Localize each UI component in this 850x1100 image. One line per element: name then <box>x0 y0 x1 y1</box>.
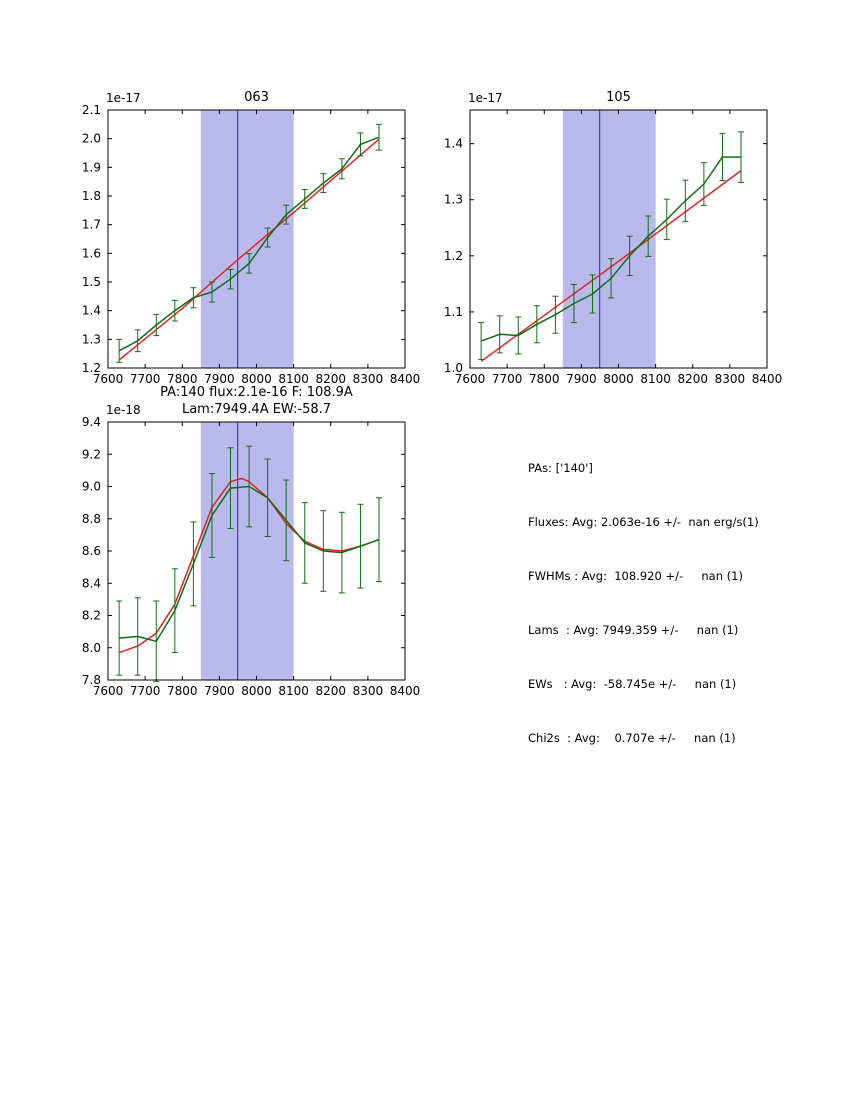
svg-text:7600: 7600 <box>455 372 486 386</box>
svg-text:8400: 8400 <box>390 684 421 698</box>
tick-labels: 7600 7700 7800 7900 8000 8100 8200 8300 8400 7.8 8… <box>82 415 420 698</box>
svg-text:8.8: 8.8 <box>82 512 101 526</box>
spectrum-line <box>119 485 380 643</box>
axis-ticks <box>469 110 768 369</box>
svg-text:1.4: 1.4 <box>82 304 101 318</box>
svg-text:7800: 7800 <box>529 372 560 386</box>
spectrum-line <box>118 136 380 352</box>
svg-text:8000: 8000 <box>241 684 272 698</box>
svg-text:1.4: 1.4 <box>444 137 463 151</box>
svg-text:1.9: 1.9 <box>82 160 101 174</box>
fit-line <box>480 169 742 362</box>
svg-text:9.2: 9.2 <box>82 447 101 461</box>
svg-text:7900: 7900 <box>566 372 597 386</box>
svg-text:8.6: 8.6 <box>82 544 101 558</box>
stats-line-pas: PAs: ['140'] <box>528 461 593 475</box>
svg-text:1.3: 1.3 <box>444 193 463 207</box>
axis-offset-label: 1e-17 <box>106 91 141 105</box>
svg-text:7700: 7700 <box>130 372 161 386</box>
svg-text:8100: 8100 <box>278 684 309 698</box>
svg-text:8300: 8300 <box>715 372 746 386</box>
highlight-band <box>200 422 294 680</box>
axis-offset-label: 1e-17 <box>468 91 503 105</box>
highlight-band <box>562 110 656 368</box>
svg-text:8200: 8200 <box>315 372 346 386</box>
svg-text:8200: 8200 <box>677 372 708 386</box>
plot-105-chart: 7600 7700 7800 7900 8000 8100 8200 8300 8400 1.0 1… <box>444 90 782 386</box>
svg-text:1.2: 1.2 <box>82 361 101 375</box>
svg-text:7600: 7600 <box>93 684 124 698</box>
svg-text:1.6: 1.6 <box>82 246 101 260</box>
svg-text:2.1: 2.1 <box>82 103 101 117</box>
svg-text:2.0: 2.0 <box>82 132 101 146</box>
svg-text:8100: 8100 <box>278 372 309 386</box>
svg-text:8.4: 8.4 <box>82 576 101 590</box>
highlight-band <box>200 110 294 368</box>
tick-labels: 7600 7700 7800 7900 8000 8100 8200 8300 8400 1.0 1… <box>444 137 782 386</box>
svg-text:7900: 7900 <box>204 684 235 698</box>
svg-text:7700: 7700 <box>492 372 523 386</box>
svg-text:1.5: 1.5 <box>82 275 101 289</box>
plot-063-chart: 7600 7700 7800 7900 8000 8100 8200 8300 8400 1.2 1… <box>82 90 420 386</box>
fit-line <box>118 477 380 654</box>
stats-line-chi2s: Chi2s : Avg: 0.707e +/- nan (1) <box>528 731 736 745</box>
svg-text:9.0: 9.0 <box>82 480 101 494</box>
svg-text:8100: 8100 <box>640 372 671 386</box>
svg-text:1.2: 1.2 <box>444 249 463 263</box>
stats-line-fluxes: Fluxes: Avg: 2.063e-16 +/- nan erg/s(1) <box>528 515 759 529</box>
svg-text:8400: 8400 <box>752 372 783 386</box>
stats-line-fwhms: FWHMs : Avg: 108.920 +/- nan (1) <box>528 569 743 583</box>
svg-text:1.0: 1.0 <box>444 361 463 375</box>
svg-text:7800: 7800 <box>167 684 198 698</box>
axis-ticks <box>107 109 406 369</box>
plot-title: PA:140 flux:2.1e-16 F: 108.9A <box>160 385 353 400</box>
svg-text:8300: 8300 <box>353 684 384 698</box>
svg-text:7.8: 7.8 <box>82 673 101 687</box>
svg-text:8.0: 8.0 <box>82 641 101 655</box>
stats-panel: PAs: ['140'] Fluxes: Avg: 2.063e-16 +/- … <box>528 427 759 779</box>
svg-text:8000: 8000 <box>603 372 634 386</box>
svg-text:9.4: 9.4 <box>82 415 101 429</box>
axis-ticks <box>107 421 406 681</box>
svg-text:7800: 7800 <box>167 372 198 386</box>
svg-text:1.7: 1.7 <box>82 218 101 232</box>
svg-text:7600: 7600 <box>93 372 124 386</box>
svg-text:8.2: 8.2 <box>82 609 101 623</box>
svg-text:8200: 8200 <box>315 684 346 698</box>
stats-line-lams: Lams : Avg: 7949.359 +/- nan (1) <box>528 623 739 637</box>
plot-title: Lam:7949.4A EW:-58.7 <box>182 402 331 417</box>
axis-offset-label: 1e-18 <box>106 403 141 417</box>
svg-text:8300: 8300 <box>353 372 384 386</box>
spectrum-line <box>480 156 741 342</box>
plot-title: 063 <box>244 90 269 105</box>
svg-text:7900: 7900 <box>204 372 235 386</box>
svg-text:1.8: 1.8 <box>82 189 101 203</box>
fit-line <box>118 138 380 361</box>
svg-text:8000: 8000 <box>241 372 272 386</box>
plot-pa140-chart: 7600 7700 7800 7900 8000 8100 8200 8300 8400 7.8 8… <box>82 385 420 698</box>
svg-text:8400: 8400 <box>390 372 421 386</box>
plot-title: 105 <box>606 90 631 105</box>
svg-text:1.3: 1.3 <box>82 332 101 346</box>
stats-line-ews: EWs : Avg: -58.745e +/- nan (1) <box>528 677 737 691</box>
svg-text:1.1: 1.1 <box>444 305 463 319</box>
svg-text:7700: 7700 <box>130 684 161 698</box>
tick-labels: 7600 7700 7800 7900 8000 8100 8200 8300 8400 1.2 1… <box>82 103 420 386</box>
